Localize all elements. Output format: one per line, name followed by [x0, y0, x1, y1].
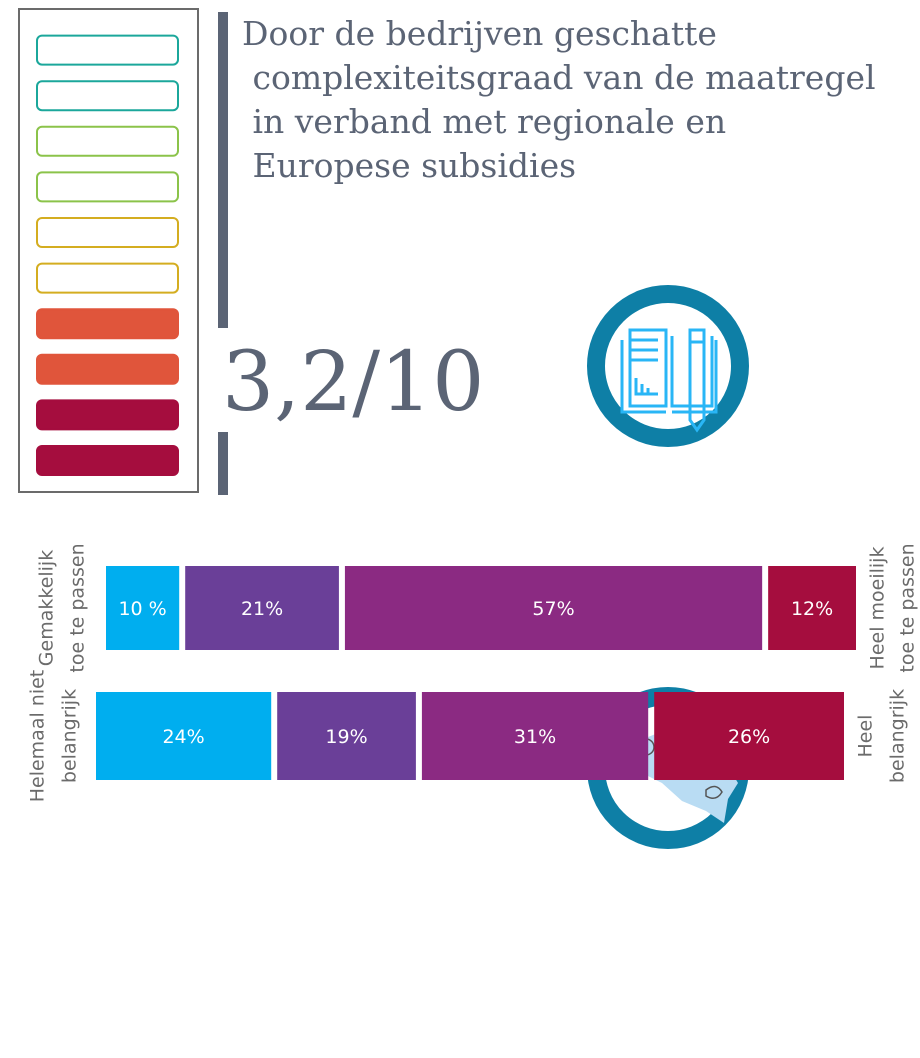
value-label: 10 %: [118, 598, 166, 620]
bar-segment: [421, 692, 649, 780]
gauge-frame: [18, 8, 199, 493]
bar-segment: [344, 566, 763, 650]
gauge-cell: [36, 445, 179, 476]
gauge-cell: [36, 399, 179, 431]
bar-segment: [768, 566, 856, 650]
value-label: 12%: [791, 598, 833, 620]
value-label: 26%: [728, 726, 770, 748]
value-label: 31%: [514, 726, 556, 748]
gauge-cell: [36, 34, 179, 66]
score: 3,2/10: [222, 335, 484, 430]
side-label: Heel: [855, 715, 877, 758]
bar-segment: [185, 566, 339, 650]
bar-segment: [277, 692, 416, 780]
side-label: Gemakkelijk: [36, 550, 58, 666]
gauge-cell: [36, 80, 179, 112]
divider: [218, 12, 228, 328]
side-label: toe te passen: [67, 543, 89, 672]
book-icon: [587, 285, 749, 447]
side-label: belangrijk: [887, 689, 909, 783]
bar-segment: [96, 692, 272, 780]
gauge-cell: [36, 308, 179, 340]
side-label: Helemaal niet: [27, 670, 49, 803]
side-label: Heel moeilijk: [867, 547, 889, 670]
side-label: toe te passen: [897, 543, 919, 672]
divider: [218, 432, 228, 495]
gauge-cell: [36, 262, 179, 294]
value-label: 57%: [532, 598, 574, 620]
value-label: 19%: [325, 726, 367, 748]
bar-segment: [654, 692, 844, 780]
bar-segment: [106, 566, 180, 650]
value-label: 24%: [162, 726, 204, 748]
gauge-cell: [36, 125, 179, 157]
title: Door de bedrijven geschatte complexiteit…: [242, 14, 876, 185]
gauge-cell: [36, 171, 179, 203]
gauge-cell: [36, 353, 179, 385]
side-label: belangrijk: [59, 689, 81, 783]
gauge-cell: [36, 217, 179, 248]
value-label: 21%: [241, 598, 283, 620]
